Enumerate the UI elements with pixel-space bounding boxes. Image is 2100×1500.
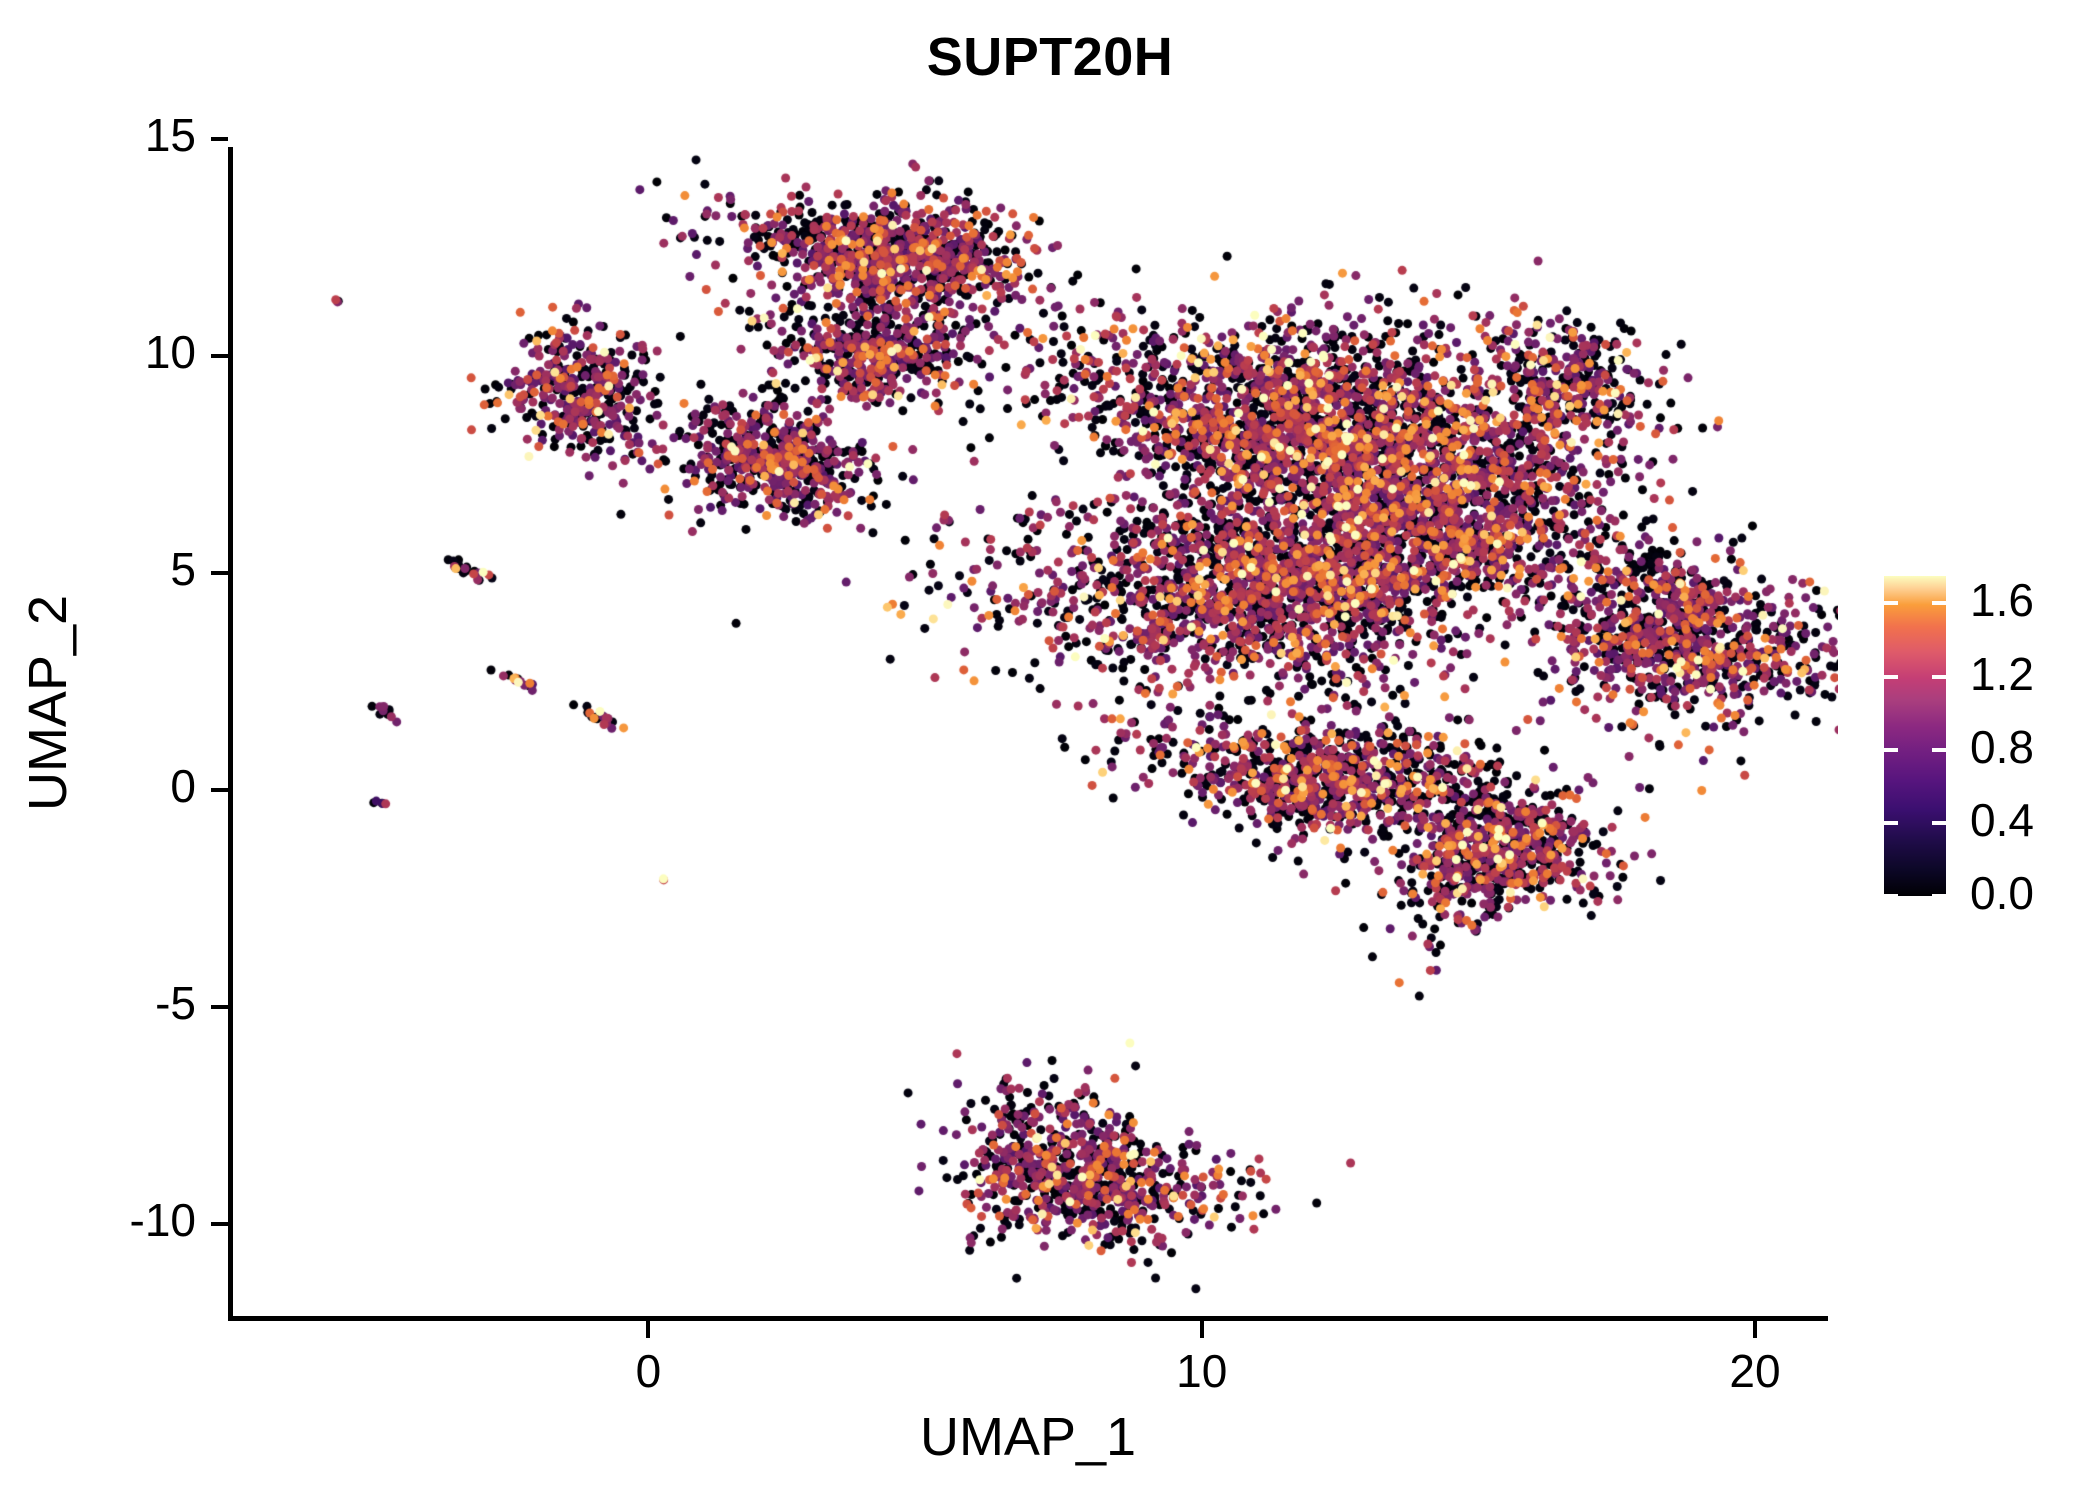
x-tick-label: 20 — [1729, 1345, 1781, 1397]
colorbar-tick-label: 1.6 — [1970, 574, 2034, 627]
y-tick-label: 0 — [170, 760, 196, 813]
x-tick-mark — [1199, 1321, 1204, 1338]
colorbar-tick-label: 0.0 — [1970, 867, 2034, 919]
y-tick-label: 10 — [144, 326, 196, 379]
x-axis-label: UMAP_1 — [919, 1407, 1137, 1467]
y-tick-label: 5 — [170, 543, 196, 596]
page-title: SUPT20H — [926, 27, 1174, 87]
y-tick-label: 15 — [144, 109, 196, 162]
colorbar-tick-mark — [1884, 820, 1898, 825]
y-axis-label: UMAP_2 — [18, 594, 78, 812]
x-axis-line — [228, 1316, 1828, 1321]
colorbar-legend — [1884, 576, 1946, 898]
y-tick-mark — [211, 788, 228, 793]
x-tick-mark — [646, 1321, 651, 1338]
scatter-plot-canvas — [228, 100, 1838, 1320]
x-tick-label: 10 — [1176, 1345, 1228, 1397]
x-tick-mark — [1753, 1321, 1757, 1338]
colorbar-tick-mark — [1884, 747, 1898, 752]
colorbar-tick-mark — [1932, 820, 1946, 825]
y-axis-line — [228, 147, 233, 1321]
y-tick-label: -5 — [155, 977, 196, 1030]
y-tick-mark — [211, 1005, 228, 1010]
colorbar-tick-mark — [1884, 674, 1898, 679]
colorbar-tick-mark — [1932, 674, 1946, 679]
colorbar-tick-mark — [1932, 747, 1946, 752]
colorbar-tick-mark — [1932, 894, 1946, 898]
y-tick-mark — [211, 137, 228, 142]
x-tick-label: 0 — [635, 1345, 662, 1397]
y-tick-mark — [211, 571, 228, 576]
colorbar-tick-mark — [1884, 601, 1898, 606]
colorbar-tick-label: 0.8 — [1970, 720, 2034, 773]
y-tick-label: -10 — [129, 1194, 196, 1247]
colorbar-tick-mark — [1884, 894, 1898, 898]
colorbar-tick-mark — [1932, 601, 1946, 606]
colorbar-tick-label: 1.2 — [1970, 647, 2034, 700]
y-tick-mark — [211, 354, 228, 359]
colorbar-tick-label: 0.4 — [1970, 793, 2034, 846]
colorbar-gradient — [1884, 576, 1946, 896]
y-tick-mark — [211, 1222, 228, 1227]
